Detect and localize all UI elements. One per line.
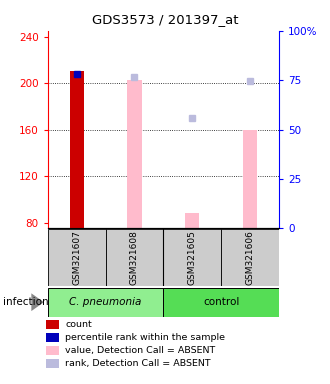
Bar	[163, 288, 279, 317]
Text: GSM321606: GSM321606	[246, 230, 254, 285]
Text: GSM321608: GSM321608	[130, 230, 139, 285]
Text: GSM321605: GSM321605	[188, 230, 197, 285]
Text: count: count	[65, 320, 92, 329]
Bar	[221, 229, 279, 286]
Bar	[163, 229, 221, 286]
Bar	[185, 214, 199, 228]
Text: GSM321607: GSM321607	[72, 230, 81, 285]
Bar	[70, 71, 84, 228]
Text: rank, Detection Call = ABSENT: rank, Detection Call = ABSENT	[65, 359, 211, 368]
Bar	[243, 130, 257, 228]
Bar	[106, 229, 163, 286]
Polygon shape	[31, 293, 44, 311]
Text: control: control	[203, 297, 239, 307]
Text: GDS3573 / 201397_at: GDS3573 / 201397_at	[92, 13, 238, 26]
Bar	[48, 288, 163, 317]
Text: percentile rank within the sample: percentile rank within the sample	[65, 333, 225, 342]
Text: infection: infection	[3, 297, 49, 307]
Bar	[127, 79, 142, 228]
Text: value, Detection Call = ABSENT: value, Detection Call = ABSENT	[65, 346, 215, 355]
Text: C. pneumonia: C. pneumonia	[69, 297, 142, 307]
Bar	[48, 229, 106, 286]
